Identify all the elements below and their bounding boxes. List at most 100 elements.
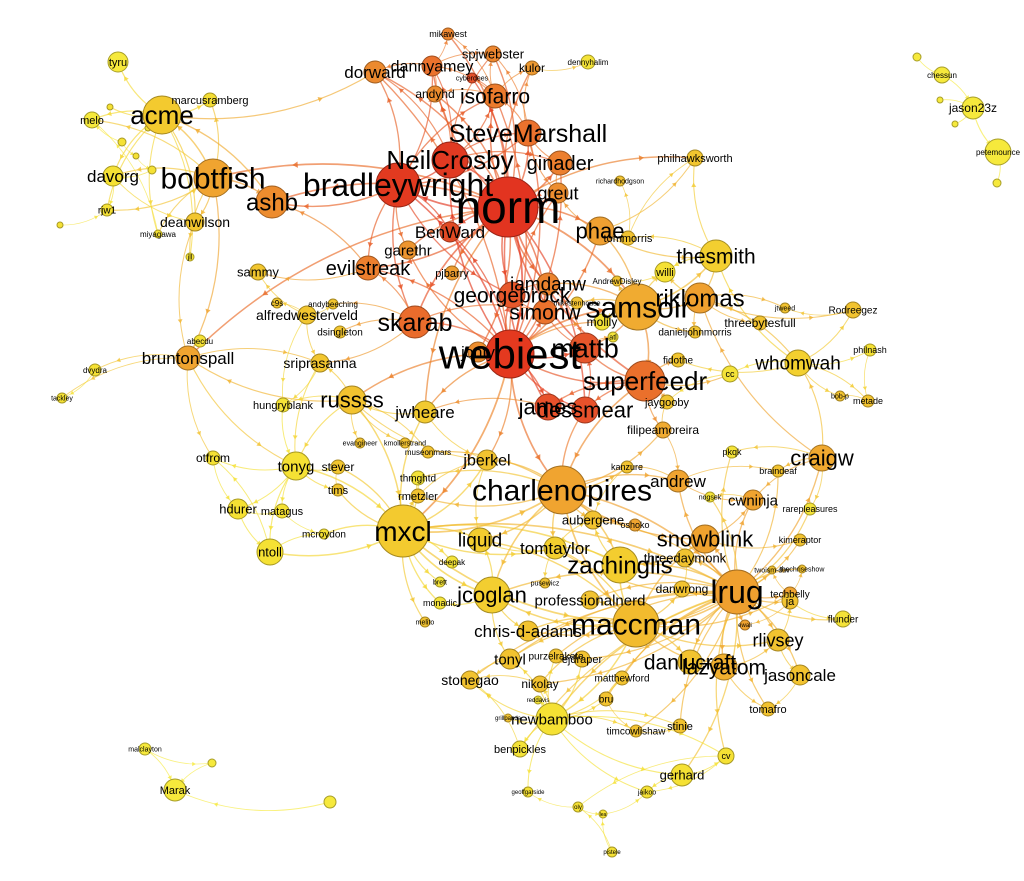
node-danwrong[interactable] <box>673 580 691 598</box>
node-webiest[interactable] <box>485 329 535 379</box>
node-cwninja[interactable] <box>742 489 764 511</box>
node-craigw[interactable] <box>808 444 836 472</box>
node-t1[interactable] <box>912 52 922 62</box>
node-tims[interactable] <box>331 483 345 497</box>
node-bru[interactable] <box>598 691 614 707</box>
node-benpickles[interactable] <box>511 740 529 758</box>
node-twoism-duv[interactable] <box>767 565 777 575</box>
node-lrug[interactable] <box>714 569 760 615</box>
node-snowblink[interactable] <box>690 524 720 554</box>
node-p1[interactable] <box>106 103 114 111</box>
node-dorward[interactable] <box>363 60 387 84</box>
node-tonyg[interactable] <box>281 451 311 481</box>
node-andrew[interactable] <box>666 469 690 493</box>
node-chessun[interactable] <box>933 66 951 84</box>
node-dannyamey[interactable] <box>421 55 443 77</box>
node-t4[interactable] <box>992 178 1002 188</box>
node-pjbarry[interactable] <box>444 265 460 281</box>
node-p3[interactable] <box>117 137 127 147</box>
node-professionalnerd[interactable] <box>580 590 600 610</box>
node-mxcl[interactable] <box>376 504 430 558</box>
node-threedaymonk[interactable] <box>675 548 695 568</box>
node-b2[interactable] <box>323 795 337 809</box>
node-james[interactable] <box>534 393 562 421</box>
node-flunder[interactable] <box>834 610 852 628</box>
node-Rodreegez[interactable] <box>844 301 862 319</box>
node-pistele[interactable] <box>606 846 618 858</box>
node-deanwilson[interactable] <box>185 212 205 232</box>
node-timcowlishaw[interactable] <box>629 724 643 738</box>
node-purzelrakete[interactable] <box>548 648 564 664</box>
node-hungryblank[interactable] <box>275 397 291 413</box>
node-t2[interactable] <box>936 96 944 104</box>
node-metade[interactable] <box>861 394 875 408</box>
node-p5[interactable] <box>147 165 157 175</box>
node-dsingleton[interactable] <box>333 325 347 339</box>
node-isofarro[interactable] <box>482 83 508 109</box>
node-dvydra[interactable] <box>88 363 102 377</box>
node-cc[interactable] <box>721 365 739 383</box>
node-philnash[interactable] <box>863 343 877 357</box>
node-ejdraper[interactable] <box>573 650 591 668</box>
node-filipeamoreira[interactable] <box>654 421 672 439</box>
node-oshoko[interactable] <box>628 518 642 532</box>
node-cyberdees[interactable] <box>466 72 478 84</box>
node-mikawest[interactable] <box>441 27 455 41</box>
node-tyru[interactable] <box>107 51 129 73</box>
node-fidothe[interactable] <box>670 352 686 368</box>
node-tackley[interactable] <box>56 392 68 404</box>
node-samsoir[interactable] <box>614 283 662 331</box>
node-evangineer[interactable] <box>354 437 366 449</box>
node-kimeraptor[interactable] <box>793 533 807 547</box>
node-alfredwesterveld[interactable] <box>297 305 317 325</box>
node-museonmars[interactable] <box>421 445 435 459</box>
node-b1[interactable] <box>207 758 217 768</box>
node-rlivsey[interactable] <box>766 628 790 652</box>
node-garethr[interactable] <box>398 240 418 260</box>
node-threebytesfull[interactable] <box>752 315 768 331</box>
node-brett[interactable] <box>434 576 446 588</box>
node-jaygooby[interactable] <box>659 394 675 410</box>
node-otfrom[interactable] <box>205 450 221 466</box>
node-melo[interactable] <box>83 111 101 129</box>
node-cv[interactable] <box>717 747 735 765</box>
node-p6[interactable] <box>56 221 64 229</box>
node-liquid[interactable] <box>467 527 493 553</box>
node-dessmear[interactable] <box>571 396 599 424</box>
node-matthewford[interactable] <box>614 670 630 686</box>
node-thmghtd[interactable] <box>410 470 426 486</box>
node-iamdanw[interactable] <box>536 272 560 296</box>
node-AndrewDisley[interactable] <box>611 275 623 287</box>
node-ewali[interactable] <box>739 619 751 631</box>
node-ashb[interactable] <box>255 185 289 219</box>
node-bob-p[interactable] <box>834 390 846 402</box>
node-nikolay[interactable] <box>531 675 549 693</box>
node-jwheare[interactable] <box>413 400 437 424</box>
node-bradleywright[interactable] <box>375 162 421 208</box>
node-andyhd[interactable] <box>426 85 444 103</box>
node-malclayton[interactable] <box>138 742 152 756</box>
node-richardhodgson[interactable] <box>614 175 626 187</box>
node-andybeeching[interactable] <box>327 298 339 310</box>
node-jcoglan[interactable] <box>473 576 511 614</box>
node-molily[interactable] <box>593 313 611 331</box>
node-mattb[interactable] <box>569 332 601 364</box>
node-philhawksworth[interactable] <box>686 149 704 167</box>
node-riklomas[interactable] <box>684 282 716 314</box>
node-jaikoo[interactable] <box>640 785 654 799</box>
node-hdurer[interactable] <box>227 498 249 520</box>
node-p4[interactable] <box>132 152 140 160</box>
node-ginader[interactable] <box>547 150 573 176</box>
node-sriprasanna[interactable] <box>310 353 330 373</box>
node-mcroydon[interactable] <box>318 528 330 540</box>
node-tonyl[interactable] <box>499 648 521 670</box>
node-gerhard[interactable] <box>670 763 694 787</box>
node-geoffgarside[interactable] <box>522 786 534 798</box>
node-evilstreak[interactable] <box>355 255 381 281</box>
node-norm[interactable] <box>477 176 539 238</box>
node-rarepleasures[interactable] <box>803 502 817 516</box>
node-whomwah[interactable] <box>784 349 812 377</box>
node-superfeedr[interactable] <box>624 360 666 402</box>
node-NeilCrosby[interactable] <box>431 141 469 179</box>
node-tomtaylor[interactable] <box>543 536 567 560</box>
